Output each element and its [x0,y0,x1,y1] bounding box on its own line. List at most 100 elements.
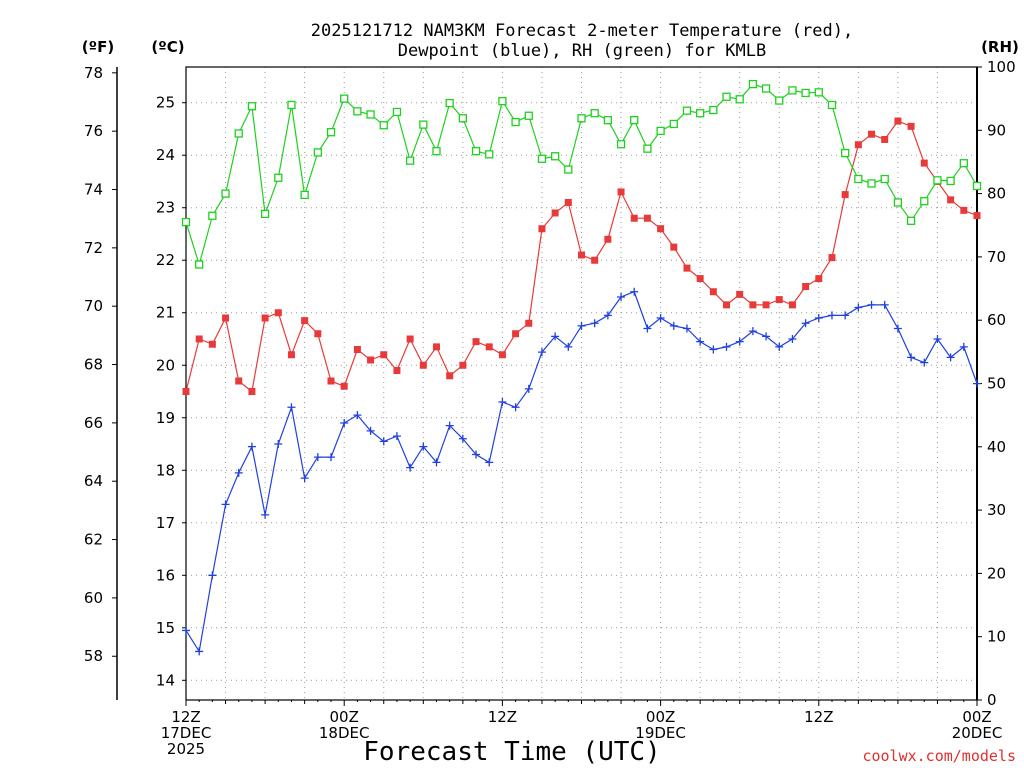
grid-lines [186,67,977,700]
dewpoint-series [182,287,981,656]
rh-point [260,209,270,219]
dewpoint-point [748,327,757,336]
temperature-point [736,290,744,298]
temperature-point [498,351,506,359]
dewpoint-point [419,442,428,451]
rh-tick-label: 10 [987,628,1006,646]
rh-point [761,84,771,93]
x-tick-label: 19DEC [635,724,686,742]
rh-point [326,128,336,137]
rh-tick-label: 40 [987,438,1006,456]
temperature-point [367,356,375,364]
rh-point [854,174,863,184]
celsius-tick-label: 22 [156,251,175,269]
temperature-point [868,130,876,138]
dewpoint-point [959,342,968,351]
rh-point [893,198,903,207]
rh-point [340,94,349,103]
rh-point [933,176,942,185]
rh-point [814,88,823,97]
celsius-unit-label: (ºC) [151,38,184,56]
rh-point [630,116,639,125]
dewpoint-point [274,440,283,449]
dewpoint-point [788,334,797,343]
x-tick-label: 12Z [804,708,833,726]
fahrenheit-tick-label: 72 [84,239,103,257]
dewpoint-point [353,411,362,420]
temperature-point [617,188,625,196]
rh-point [920,197,929,206]
temperature-point [419,361,427,369]
dewpoint-point [485,458,494,467]
temperature-point [960,206,968,214]
dewpoint-point [458,434,467,443]
dewpoint-point [445,421,454,430]
rh-point [181,217,191,227]
dewpoint-point [880,300,889,309]
x-tick-label: 00Z [330,708,359,726]
temperature-point [235,377,243,385]
rh-point [735,95,744,104]
dewpoint-point [973,379,981,388]
dewpoint-point [590,319,599,328]
dewpoint-point [551,332,560,341]
temperature-point [894,117,902,125]
x-tick-label: 12Z [488,708,517,726]
fahrenheit-unit-label: (ºF) [82,38,114,56]
dewpoint-point [920,358,929,367]
dewpoint-point [762,332,771,341]
temperature-point [393,367,401,375]
celsius-tick-label: 24 [156,146,175,164]
rh-point [906,216,916,225]
temperature-point [287,351,295,359]
temperature-point [472,338,480,346]
temperature-point [538,225,546,233]
rh-point [682,106,692,115]
plot-frame [185,66,978,701]
rh-point [287,100,296,110]
temperature-point [802,282,810,290]
fahrenheit-tick-label: 62 [84,531,103,549]
rh-point [656,126,665,136]
temperature-point [432,343,440,351]
temperature-point [709,288,717,296]
rh-point [471,147,481,156]
dewpoint-point [182,626,190,635]
chart-title-line2: Dewpoint (blue), RH (green) for KMLB [398,41,766,61]
rh-tick-label: 50 [987,375,1006,393]
dewpoint-point [392,432,401,441]
dewpoint-point [472,450,481,459]
temperature-point [353,346,361,354]
fahrenheit-tick-label: 76 [84,122,103,140]
dewpoint-point [630,287,639,296]
rh-point [458,114,468,123]
rh-point [234,129,243,138]
dewpoint-point [261,510,270,519]
celsius-tick-label: 17 [156,514,175,532]
temperature-point [340,382,348,390]
dewpoint-point [564,342,573,351]
temperature-point [657,225,665,233]
rh-point [208,211,217,220]
rh-tick-label: 80 [987,185,1006,203]
temperature-point [301,317,309,325]
x-tick-label: 2025 [167,740,205,758]
dewpoint-point [498,398,507,407]
dewpoint-point [406,463,415,472]
dewpoint-point [722,342,731,351]
temperature-point [327,377,335,385]
x-tick-label: 00Z [962,708,991,726]
temperature-point [314,330,322,338]
rh-point [577,114,586,123]
temperature-point [828,254,836,262]
celsius-tick-label: 16 [156,566,175,584]
rh-point [564,165,573,174]
rh-tick-label: 0 [987,691,997,709]
rh-point [696,109,705,118]
rh-point [603,116,613,125]
temperature-point [907,122,915,130]
rh-point [445,98,454,108]
rh-point [972,181,982,191]
rh-point [867,179,876,188]
rh-point [722,92,731,101]
